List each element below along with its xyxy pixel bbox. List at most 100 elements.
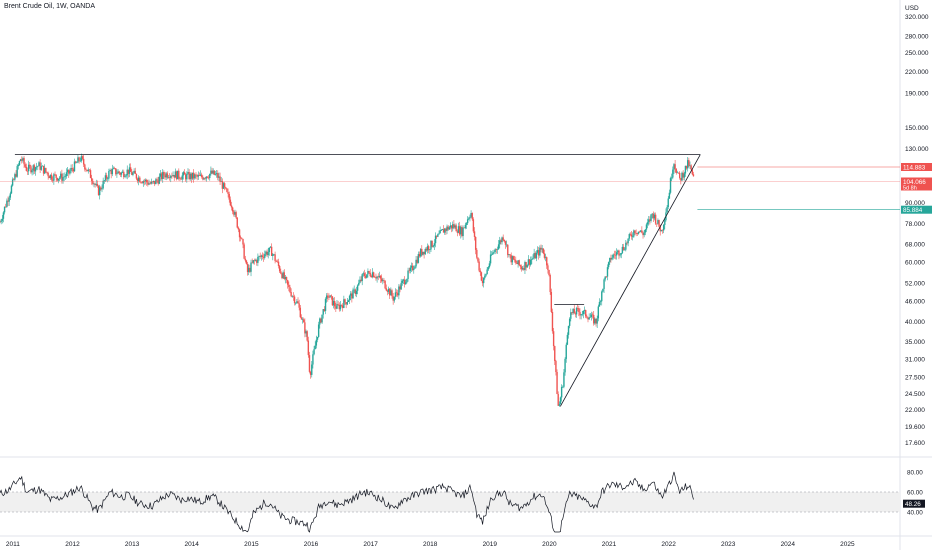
candle-body xyxy=(452,224,454,229)
candle-body xyxy=(410,265,413,268)
candle-body xyxy=(205,176,208,179)
candle-body xyxy=(218,176,220,178)
candle-body xyxy=(582,310,585,315)
candle-body xyxy=(252,260,255,263)
candle-body xyxy=(417,254,420,263)
candle-body xyxy=(245,260,248,264)
candle-body xyxy=(246,263,249,273)
candle-body xyxy=(536,250,539,253)
time-tick-label: 2012 xyxy=(65,541,80,548)
candle-body xyxy=(100,187,102,190)
candle-body xyxy=(499,240,501,245)
candle-body xyxy=(139,177,141,183)
price-label-badge xyxy=(901,163,932,171)
candle-body xyxy=(61,173,63,181)
candle-body xyxy=(557,394,559,406)
candle-body xyxy=(397,293,399,296)
candle-body xyxy=(500,240,502,243)
candle-body xyxy=(563,372,565,387)
candle-body xyxy=(351,293,353,299)
candle-body xyxy=(486,269,488,275)
candle-body xyxy=(588,317,590,320)
candle-body xyxy=(196,175,198,177)
candle-body xyxy=(107,178,109,180)
candle-body xyxy=(403,279,406,285)
candle-body xyxy=(407,270,409,279)
candle-body xyxy=(201,174,203,177)
candle-body xyxy=(496,249,499,250)
candle-body xyxy=(129,167,132,172)
candle-body xyxy=(644,229,647,233)
candle-body xyxy=(541,248,543,250)
candle-body xyxy=(395,292,398,294)
candle-body xyxy=(523,268,525,270)
candle-body xyxy=(384,280,386,289)
candle-body xyxy=(544,257,547,258)
candle-body xyxy=(329,295,331,298)
candle-body xyxy=(526,264,528,268)
candle-body xyxy=(533,253,535,258)
candle-body xyxy=(613,254,616,256)
candle-body xyxy=(595,318,597,324)
candle-body xyxy=(662,224,665,231)
candle-body xyxy=(198,175,201,176)
candle-body xyxy=(682,172,684,178)
candle-body xyxy=(193,172,195,179)
time-axis[interactable]: 2011 2012 2013 2014 2015 2016 2017 2018 2019 2020… xyxy=(6,541,855,548)
candle-body xyxy=(368,271,370,273)
price-axis[interactable]: USD 320.000 280.000 250.000 220.000 190.000 15… xyxy=(901,5,932,516)
candle-body xyxy=(598,301,601,307)
candle-body xyxy=(454,225,456,228)
candle-body xyxy=(692,174,695,177)
candle-body xyxy=(124,176,126,178)
candle-body xyxy=(112,168,115,169)
candle-body xyxy=(602,288,604,292)
candle-body xyxy=(483,278,485,284)
candle-body xyxy=(405,282,407,285)
candle-body xyxy=(217,173,219,178)
candle-body xyxy=(226,188,228,192)
candle-body xyxy=(675,168,677,173)
candle-body xyxy=(586,316,588,318)
candle-body xyxy=(392,296,394,301)
candle-body xyxy=(515,260,517,263)
price-tick-label: 78.000 xyxy=(905,221,925,228)
candle-body xyxy=(105,175,108,179)
candle-body xyxy=(607,262,610,268)
candle-body xyxy=(416,259,418,263)
candle-body xyxy=(676,172,679,174)
candle-body xyxy=(691,169,694,175)
candle-body xyxy=(33,165,36,172)
candle-body xyxy=(269,246,272,248)
candle-body xyxy=(611,257,613,260)
candle-body xyxy=(335,306,337,309)
price-label-countdown: 5d 8h xyxy=(903,186,917,192)
candle-body xyxy=(174,171,177,178)
candle-body xyxy=(342,305,344,308)
candle-body xyxy=(484,275,486,279)
candle-body xyxy=(681,172,683,181)
candle-body xyxy=(38,162,40,167)
price-tick-label: 280.000 xyxy=(905,33,929,40)
candle-body xyxy=(374,277,376,278)
candle-body xyxy=(517,260,519,265)
rsi-current-value: 48.26 xyxy=(905,501,921,508)
candle-body xyxy=(643,232,645,236)
candle-body xyxy=(471,212,473,220)
candle-body xyxy=(628,234,630,239)
candle-body xyxy=(186,173,188,180)
candle-body xyxy=(358,282,360,286)
candle-body xyxy=(540,247,542,250)
candle-body xyxy=(229,199,232,206)
candle-body xyxy=(402,279,405,281)
candle-body xyxy=(41,165,44,167)
candle-body xyxy=(295,302,297,304)
support-trendline[interactable] xyxy=(559,154,701,407)
candle-body xyxy=(320,318,322,323)
candle-body xyxy=(344,299,346,303)
candle-body xyxy=(337,304,339,305)
candle-body xyxy=(503,240,506,242)
candle-body xyxy=(350,293,352,296)
